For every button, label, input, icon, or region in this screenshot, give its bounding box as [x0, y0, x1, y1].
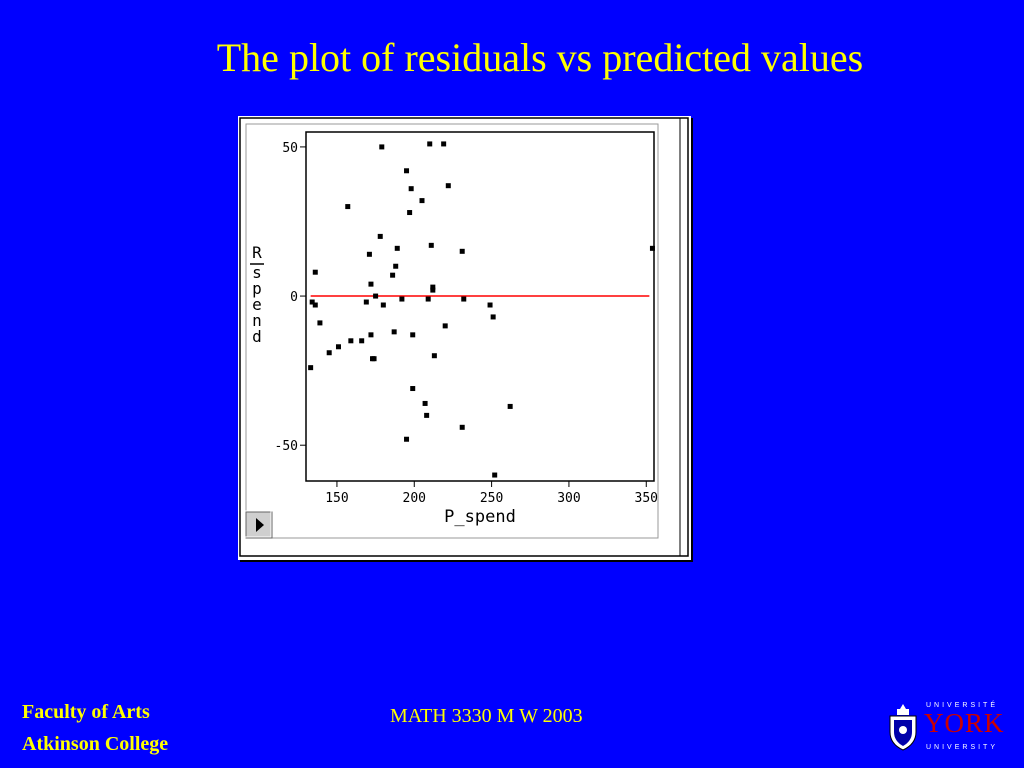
y-label-char: d: [252, 327, 262, 346]
y-label-char: e: [252, 295, 262, 314]
data-point: [312, 302, 318, 308]
data-point: [431, 353, 437, 359]
y-axis: 50 0 -50: [275, 141, 306, 454]
data-point: [487, 302, 493, 308]
data-point: [428, 242, 434, 248]
data-points: [308, 141, 655, 478]
data-point: [368, 281, 374, 287]
data-point: [348, 338, 354, 344]
footer-course: MATH 3330 M W 2003: [390, 705, 583, 727]
data-point: [427, 141, 433, 147]
data-point: [309, 299, 315, 305]
data-point: [391, 329, 397, 335]
data-point: [379, 144, 385, 150]
play-button[interactable]: [244, 510, 273, 539]
data-point: [410, 386, 416, 392]
logo-york-text: YORK: [924, 708, 1005, 738]
data-point: [404, 168, 410, 174]
data-point: [424, 412, 430, 418]
data-point: [359, 338, 365, 344]
data-point: [408, 186, 414, 192]
data-point: [377, 233, 383, 239]
logo-university-text: UNIVERSITY: [926, 744, 999, 751]
x-tick-label: 300: [557, 491, 580, 506]
data-point: [422, 400, 428, 406]
x-tick-label: 150: [325, 491, 348, 506]
y-tick-label: 0: [290, 290, 298, 305]
data-point: [441, 141, 447, 147]
slide-title: The plot of residuals vs predicted value…: [216, 35, 864, 80]
x-tick-label: 250: [480, 491, 503, 506]
y-label-char: R: [252, 243, 262, 262]
data-point: [445, 183, 451, 189]
play-icon: [256, 518, 264, 532]
x-axis-label: P_spend: [444, 507, 516, 527]
logo-universite-text: UNIVERSITÉ: [926, 702, 999, 709]
data-point: [490, 314, 496, 320]
york-crest-icon: [889, 704, 917, 751]
data-point: [442, 323, 448, 329]
data-point: [425, 296, 431, 302]
data-point: [393, 263, 399, 269]
data-point: [363, 299, 369, 305]
data-point: [407, 210, 413, 216]
data-point: [390, 272, 396, 278]
data-point: [430, 284, 436, 290]
footer-college: Atkinson College: [22, 733, 169, 755]
york-logo: UNIVERSITÉ YORK UNIVERSITY: [886, 700, 1008, 756]
data-point: [380, 302, 386, 308]
data-point: [419, 198, 425, 204]
data-point: [326, 350, 332, 356]
data-point: [459, 424, 465, 430]
y-tick-label: -50: [275, 439, 298, 454]
y-label-char: s: [252, 263, 262, 282]
window-outer-border: [239, 117, 689, 557]
data-point: [373, 293, 379, 299]
x-tick-label: 350: [635, 491, 658, 506]
data-point: [649, 245, 655, 251]
data-point: [371, 356, 377, 362]
data-point: [312, 269, 318, 275]
y-tick-label: 50: [282, 141, 298, 156]
data-point: [430, 287, 436, 293]
data-point: [459, 248, 465, 254]
data-point: [410, 332, 416, 338]
plot-area: [305, 131, 655, 482]
data-point: [368, 332, 374, 338]
data-point: [394, 245, 400, 251]
window-inner-border: [245, 123, 659, 539]
data-point: [461, 296, 467, 302]
data-point: [507, 403, 513, 409]
footer-faculty: Faculty of Arts: [22, 701, 150, 723]
data-point: [345, 204, 351, 210]
data-point: [366, 251, 372, 257]
x-axis: 150 200 250 300 350: [325, 481, 658, 506]
data-point: [492, 472, 498, 478]
x-tick-label: 200: [403, 491, 426, 506]
data-point: [399, 296, 405, 302]
y-label-char: p: [252, 279, 262, 298]
data-point: [335, 344, 341, 350]
data-point: [404, 436, 410, 442]
data-point: [317, 320, 323, 326]
y-label-char: n: [252, 311, 262, 330]
data-point: [308, 365, 314, 371]
